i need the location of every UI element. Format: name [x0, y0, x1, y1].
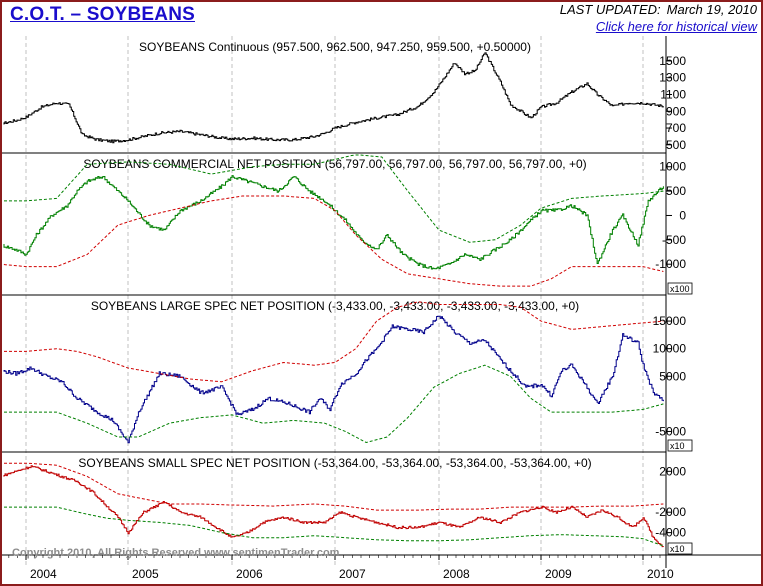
x-tick-label: 2004 — [30, 567, 57, 581]
panels: SOYBEANS Continuous (957.500, 962.500, 9… — [2, 40, 693, 555]
y-tick-label: 1100 — [660, 88, 686, 102]
y-unit-label: x10 — [670, 544, 685, 554]
series-line-upper-band — [4, 462, 664, 511]
x-tick-label: 2009 — [545, 567, 572, 581]
series-line-upper-band — [4, 154, 664, 243]
y-unit-label: x10 — [670, 441, 685, 451]
panel-3: SOYBEANS LARGE SPEC NET POSITION (-3,433… — [2, 294, 693, 452]
y-tick-label: 0 — [679, 208, 686, 222]
series-line-lower-band — [3, 195, 664, 287]
last-updated-date: March 19, 2010 — [666, 2, 757, 17]
y-tick-label: 1000 — [659, 160, 686, 174]
copyright-notice: Copyright 2010, All Rights Reserved www.… — [12, 547, 340, 559]
y-tick-label: 900 — [666, 104, 686, 118]
y-tick-label: 1500 — [659, 54, 686, 68]
y-tick-label: 10000 — [653, 342, 687, 356]
y-unit-box — [667, 282, 693, 295]
y-tick-label: 700 — [666, 121, 686, 135]
panel-2: SOYBEANS COMMERCIAL NET POSITION (56,797… — [2, 152, 693, 295]
series-line-lower-band — [4, 506, 664, 547]
y-tick-label: 5000 — [659, 369, 686, 383]
x-tick-label: 2010 — [647, 567, 674, 581]
y-tick-label: -2000 — [655, 505, 686, 519]
page-title: C.O.T. – SOYBEANS — [10, 4, 195, 25]
x-tick-label: 2007 — [339, 567, 366, 581]
x-tick-label: 2005 — [132, 567, 159, 581]
y-tick-label: -5000 — [655, 424, 686, 438]
historical-view-link[interactable]: Click here for historical view — [595, 19, 757, 34]
year-gridlines — [25, 36, 644, 568]
y-tick-label: 500 — [666, 184, 686, 198]
last-updated-label: LAST UPDATED: — [559, 2, 661, 17]
panel-4: SOYBEANS SMALL SPEC NET POSITION (-53,36… — [2, 451, 693, 555]
y-tick-label: 1300 — [659, 71, 686, 85]
y-unit-box — [667, 439, 693, 452]
y-unit-label: x100 — [670, 284, 690, 294]
axes: 2004 2005 2006 2007 2008 2009 2010 — [2, 36, 761, 581]
panel-title: SOYBEANS Continuous (957.500, 962.500, 9… — [139, 40, 531, 54]
series-line-net-position — [3, 315, 664, 444]
y-tick-label: -4000 — [655, 526, 686, 540]
x-tick-label: 2008 — [443, 567, 470, 581]
series-line-price — [3, 52, 664, 144]
y-tick-label: 500 — [666, 138, 686, 152]
last-updated: LAST UPDATED: March 19, 2010 — [560, 2, 757, 17]
y-tick-label: 2000 — [659, 464, 686, 478]
y-tick-label: 15000 — [653, 314, 687, 328]
y-unit-box — [667, 542, 693, 555]
series-line-net-position — [3, 465, 664, 548]
series-line-lower-band — [4, 364, 664, 444]
panel-title: SOYBEANS COMMERCIAL NET POSITION (56,797… — [83, 157, 586, 171]
series-line-net-position — [3, 175, 664, 270]
panel-title: SOYBEANS LARGE SPEC NET POSITION (-3,433… — [91, 299, 579, 313]
panel-1: SOYBEANS Continuous (957.500, 962.500, 9… — [3, 40, 686, 152]
y-tick-label: -1000 — [655, 257, 686, 271]
y-tick-label: -500 — [662, 233, 686, 247]
series-line-upper-band — [4, 301, 664, 383]
panel-title: SOYBEANS SMALL SPEC NET POSITION (-53,36… — [78, 456, 591, 470]
x-tick-label: 2006 — [236, 567, 263, 581]
